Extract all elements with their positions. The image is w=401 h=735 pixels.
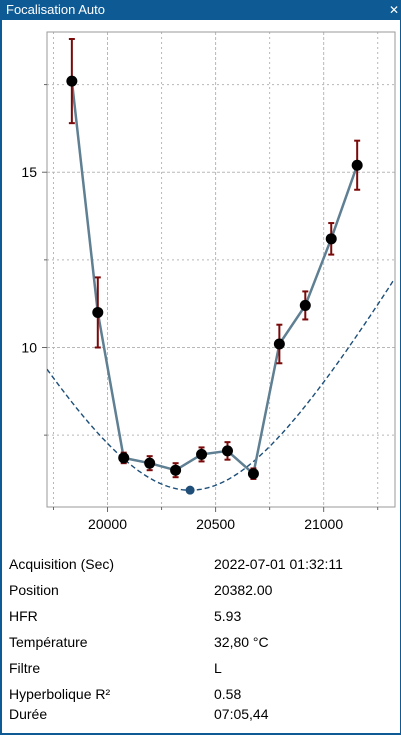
data-point: [325, 233, 337, 245]
info-value: 20382.00: [214, 582, 273, 598]
close-icon[interactable]: ✕: [387, 0, 401, 20]
data-point: [196, 448, 208, 460]
data-point: [247, 468, 259, 480]
info-value: 2022-07-01 01:32:11: [214, 556, 343, 572]
window-titlebar: Focalisation Auto ✕: [0, 0, 401, 20]
info-value: 5.93: [214, 608, 242, 624]
info-row-filter: Filtre L: [9, 660, 389, 686]
info-value: L: [214, 660, 222, 676]
info-row-r2: Hyperbolique R² 0.58: [9, 686, 389, 706]
data-point: [273, 338, 285, 350]
info-value: 32,80 °C: [214, 634, 269, 650]
y-tick-label: 10: [21, 339, 37, 355]
fit-curve-layer: [47, 278, 395, 491]
info-label: Acquisition (Sec): [9, 556, 115, 572]
series-line: [70, 80, 359, 477]
info-row-position: Position 20382.00: [9, 582, 389, 608]
plot-frame: [46, 31, 396, 508]
grid: [47, 32, 395, 507]
x-tick-label: 21000: [304, 516, 343, 532]
data-point: [144, 457, 156, 469]
data-point: [118, 452, 130, 464]
info-label: Température: [9, 634, 88, 650]
best-focus-point: [185, 485, 195, 495]
axis-labels: 20000 20500 21000 10 15: [21, 84, 379, 532]
x-tick-label: 20500: [196, 516, 235, 532]
info-row-temperature: Température 32,80 °C: [9, 634, 389, 660]
data-point: [170, 464, 182, 476]
info-label: Durée: [9, 706, 48, 722]
info-row-acquisition: Acquisition (Sec) 2022-07-01 01:32:11: [9, 556, 389, 582]
x-tick-label: 20000: [88, 516, 127, 532]
info-value: 0.58: [214, 686, 242, 702]
y-tick-label: 15: [21, 164, 37, 180]
series-layer: [66, 38, 363, 495]
info-row-duration: Durée 07:05,44: [9, 706, 389, 726]
data-point: [299, 299, 311, 311]
window-title: Focalisation Auto: [6, 2, 106, 17]
window-border-bottom: [0, 733, 401, 735]
data-point: [92, 306, 104, 318]
info-label: Filtre: [9, 660, 41, 676]
info-label: Position: [9, 582, 59, 598]
info-label: Hyperbolique R²: [9, 686, 111, 702]
autofocus-info-panel: Acquisition (Sec) 2022-07-01 01:32:11 Po…: [9, 556, 389, 726]
autofocus-chart: 20000 20500 21000 10 15: [21, 31, 396, 532]
data-point: [66, 75, 78, 87]
window-border-left: [0, 20, 2, 735]
info-value: 07:05,44: [214, 706, 269, 722]
info-row-hfr: HFR 5.93: [9, 608, 389, 634]
info-label: HFR: [9, 608, 38, 624]
data-point: [351, 159, 363, 171]
fit-curve: [47, 278, 395, 491]
data-point: [221, 445, 233, 457]
